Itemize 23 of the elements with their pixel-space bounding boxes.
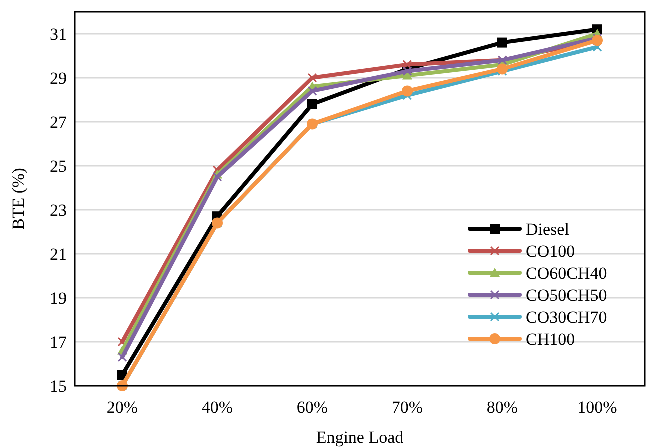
x-tick-label: 60% — [296, 398, 328, 417]
y-axis-title: BTE (%) — [9, 168, 28, 230]
y-tick-label: 15 — [50, 376, 67, 396]
y-tick-label: 31 — [50, 24, 67, 44]
y-tick-label: 27 — [50, 112, 68, 132]
x-tick-label: 20% — [106, 398, 138, 417]
y-tick-label: 17 — [50, 332, 68, 352]
x-axis-title: Engine Load — [316, 428, 404, 447]
legend-label: CO100 — [526, 242, 576, 261]
y-tick-label: 19 — [50, 288, 67, 308]
legend-label: CO30CH70 — [526, 308, 608, 327]
x-tick-label: 40% — [202, 398, 234, 417]
legend-label: CH100 — [526, 330, 576, 349]
y-tick-label: 21 — [50, 244, 67, 264]
legend-label: CO50CH50 — [526, 286, 608, 305]
x-tick-label: 80% — [486, 398, 518, 417]
x-tick-label: 70% — [392, 398, 424, 417]
x-tick-label: 100% — [578, 398, 618, 417]
y-tick-label: 25 — [50, 156, 67, 176]
legend-label: Diesel — [526, 220, 570, 239]
y-tick-label: 29 — [50, 68, 67, 88]
legend-label: CO60CH40 — [526, 264, 608, 283]
y-tick-label: 23 — [50, 200, 67, 220]
